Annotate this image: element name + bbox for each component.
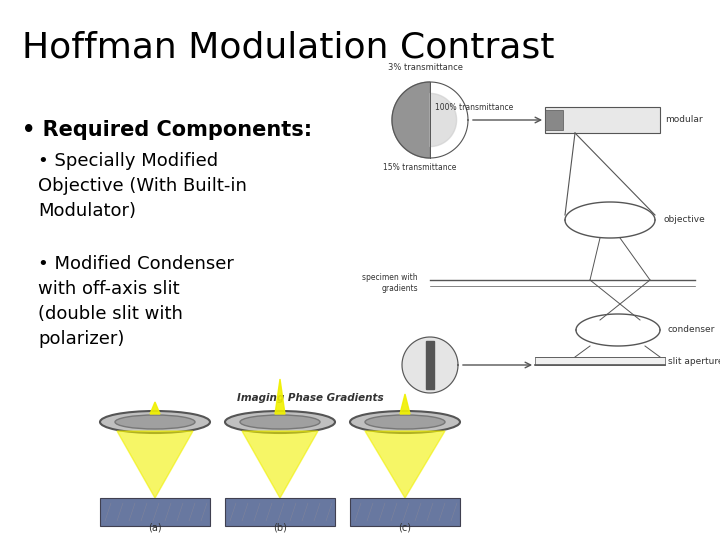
Polygon shape xyxy=(402,337,458,393)
Polygon shape xyxy=(117,431,193,498)
Text: (a): (a) xyxy=(148,522,162,532)
Text: modular: modular xyxy=(665,116,703,125)
FancyBboxPatch shape xyxy=(350,498,460,526)
Bar xyxy=(545,110,563,130)
Text: • Modified Condenser
with off-axis slit
(double slit with
polarizer): • Modified Condenser with off-axis slit … xyxy=(38,255,234,348)
Polygon shape xyxy=(430,93,456,146)
Ellipse shape xyxy=(350,411,460,433)
Polygon shape xyxy=(365,431,445,498)
Polygon shape xyxy=(400,394,410,414)
Ellipse shape xyxy=(225,411,335,433)
Bar xyxy=(545,107,660,133)
Text: Hoffman Modulation Contrast: Hoffman Modulation Contrast xyxy=(22,30,554,64)
FancyBboxPatch shape xyxy=(100,498,210,526)
Polygon shape xyxy=(275,379,285,414)
Text: • Specially Modified
Objective (With Built-in
Modulator): • Specially Modified Objective (With Bui… xyxy=(38,152,247,220)
Ellipse shape xyxy=(240,415,320,429)
Text: 15% transmittance: 15% transmittance xyxy=(383,163,456,172)
Polygon shape xyxy=(242,431,318,498)
Ellipse shape xyxy=(365,415,445,429)
Text: (b): (b) xyxy=(273,522,287,532)
Text: specimen with
gradients: specimen with gradients xyxy=(362,273,418,293)
Text: condenser: condenser xyxy=(668,326,716,334)
Text: (c): (c) xyxy=(398,522,412,532)
Polygon shape xyxy=(150,402,160,414)
Polygon shape xyxy=(426,341,434,389)
Text: slit aperture: slit aperture xyxy=(668,356,720,366)
Text: • Required Components:: • Required Components: xyxy=(22,120,312,140)
Ellipse shape xyxy=(100,411,210,433)
Polygon shape xyxy=(392,82,430,158)
FancyBboxPatch shape xyxy=(225,498,335,526)
Text: 3% transmittance: 3% transmittance xyxy=(387,63,462,72)
Bar xyxy=(535,357,665,365)
Text: Imaging Phase Gradients: Imaging Phase Gradients xyxy=(237,393,383,403)
Ellipse shape xyxy=(115,415,195,429)
Text: 100% transmittance: 100% transmittance xyxy=(435,103,513,112)
Text: objective: objective xyxy=(663,215,705,225)
